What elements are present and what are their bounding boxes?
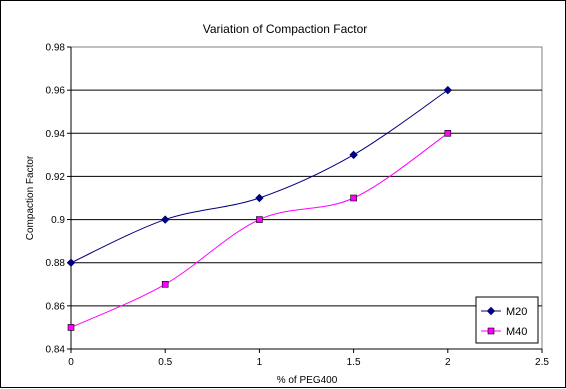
data-point-m20 (443, 85, 453, 95)
series-m20 (66, 85, 453, 267)
data-point-m40 (256, 216, 263, 223)
data-point-m40 (444, 129, 452, 137)
y-tick-label: 0.88 (46, 258, 66, 269)
legend: M20 M40 (475, 296, 539, 344)
data-point-m20 (66, 258, 76, 267)
data-point-m20 (255, 193, 264, 203)
series-group (66, 85, 453, 331)
legend-item-m40: M40 (481, 326, 527, 338)
x-tick-label: 2.5 (535, 357, 549, 368)
x-tick-label: 0 (68, 357, 74, 368)
y-tick-label: 0.86 (46, 301, 66, 312)
legend-marker-m40 (487, 327, 495, 335)
x-tick-label: 2 (445, 357, 451, 368)
y-tick-label: 0.84 (46, 345, 66, 356)
x-axis-title: % of PEG400 (277, 375, 338, 386)
y-tick-label: 0.9 (51, 215, 65, 226)
y-axis-title: Compaction Factor (25, 155, 36, 240)
legend-box (475, 296, 539, 344)
series-m40 (67, 129, 452, 331)
legend-items: M20 M40 (481, 306, 527, 338)
y-tick-label: 0.98 (46, 43, 66, 54)
plot-area (70, 46, 543, 350)
gridlines (71, 89, 542, 307)
legend-item-m20: M20 (481, 306, 527, 318)
legend-label-m20: M20 (506, 306, 527, 318)
y-tick-label: 0.92 (46, 172, 66, 183)
data-point-m40 (161, 280, 169, 288)
data-point-m40 (67, 324, 75, 331)
axes: 0.84 0.86 0.88 0.9 0.92 0.94 0.96 0.98 0 0.5 1 1.5 2… (46, 43, 550, 369)
legend-marker-m20 (486, 306, 496, 316)
x-tick-label: 1 (257, 357, 263, 368)
legend-label-m40: M40 (506, 326, 527, 338)
x-tick-label: 1.5 (347, 357, 361, 368)
data-point-m20 (160, 215, 170, 224)
data-point-m40 (350, 194, 357, 202)
x-tick-label: 0.5 (158, 357, 172, 368)
y-tick-label: 0.96 (46, 86, 66, 97)
chart-title: Variation of Compaction Factor (203, 22, 368, 36)
y-tick-label: 0.94 (46, 129, 66, 140)
data-point-m20 (349, 150, 358, 160)
